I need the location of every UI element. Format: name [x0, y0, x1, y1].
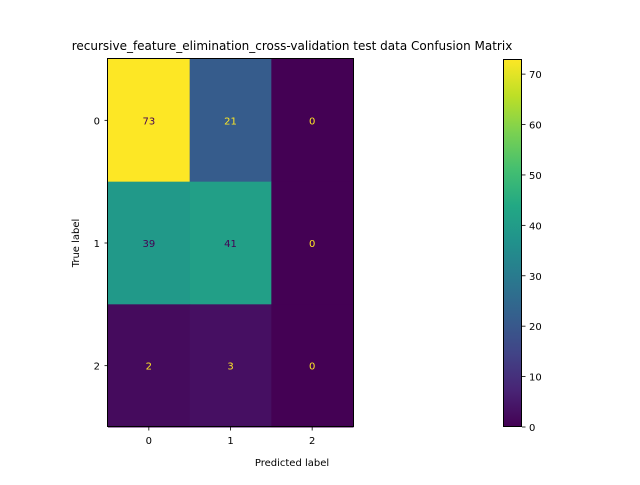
- cell-value-0-1: 21: [224, 116, 237, 127]
- colorbar-tick-label-5: 50: [529, 171, 542, 182]
- heatmap-cell-1-0: [108, 181, 191, 305]
- heatmap-cell-2-1: [189, 304, 272, 428]
- x-tick-label-1: 1: [227, 436, 233, 447]
- cell-labels: 73 21 0 39 41 0 2 3 0: [142, 116, 315, 372]
- x-axis-label: Predicted label: [255, 458, 329, 469]
- heatmap-cell-1-1: [189, 181, 272, 305]
- heatmap-cell-2-0: [108, 304, 191, 428]
- colorbar-tick-label-0: 0: [529, 423, 535, 434]
- colorbar-tick-label-1: 10: [529, 373, 542, 384]
- colorbar-tick-label-4: 40: [529, 221, 542, 232]
- colorbar-frame: [503, 59, 522, 427]
- colorbar: [503, 59, 522, 427]
- y-tick-label-1: 1: [94, 239, 100, 250]
- x-tick-label-0: 0: [146, 436, 152, 447]
- colorbar-tick-label-3: 30: [529, 272, 542, 283]
- colorbar-tick-label-2: 20: [529, 322, 542, 333]
- cell-value-2-1: 3: [227, 362, 233, 373]
- colorbar-tick-label-6: 60: [529, 121, 542, 132]
- plot-frame: [107, 58, 354, 427]
- x-tick-label-2: 2: [309, 436, 315, 447]
- y-tick-label-2: 2: [94, 362, 100, 373]
- heatmap-cell-1-2: [271, 181, 354, 305]
- chart-title: recursive_feature_elimination_cross-vali…: [72, 39, 513, 53]
- heatmap-cell-0-1: [189, 59, 272, 183]
- heatmap-cell-0-2: [271, 59, 354, 183]
- colorbar-ticks: 0 10 20 30 40 50 60 70: [522, 70, 542, 434]
- x-axis-ticks: 0 1 2: [146, 427, 315, 447]
- heatmap-cell-0-0: [108, 59, 191, 183]
- heatmap-cell-2-2: [271, 304, 354, 428]
- cell-value-1-0: 39: [142, 239, 155, 250]
- heatmap-cells: [108, 59, 354, 428]
- cell-value-1-1: 41: [224, 239, 237, 250]
- cell-value-0-0: 73: [142, 116, 155, 127]
- y-tick-label-0: 0: [94, 116, 100, 127]
- y-axis-label: True label: [71, 219, 82, 269]
- cell-value-2-0: 2: [146, 362, 152, 373]
- y-axis-ticks: 0 1 2: [94, 116, 108, 373]
- colorbar-tick-label-7: 70: [529, 70, 542, 81]
- cell-value-1-2: 0: [309, 239, 315, 250]
- cell-value-0-2: 0: [309, 116, 315, 127]
- cell-value-2-2: 0: [309, 362, 315, 373]
